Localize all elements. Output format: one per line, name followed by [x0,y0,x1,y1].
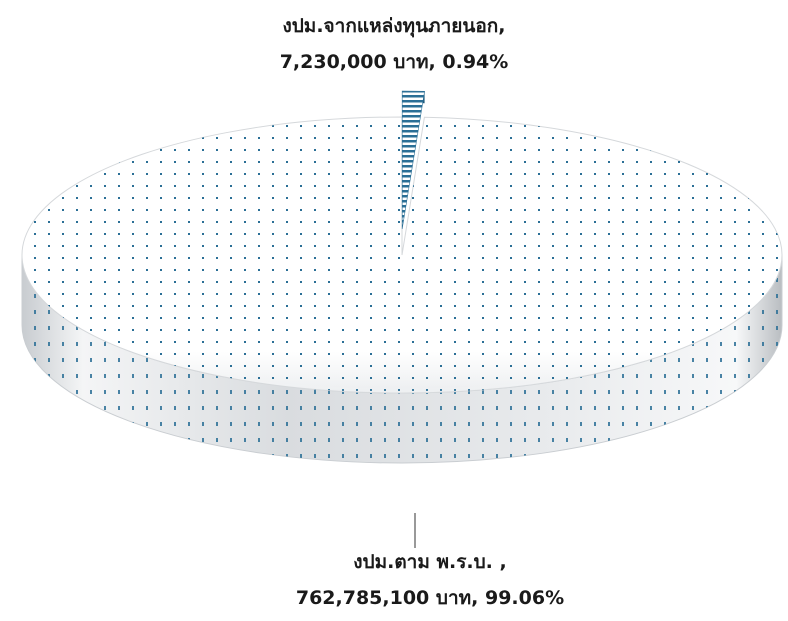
data-label-external: งปม.จากแหล่งทุนภายนอก, 7,230,000 บาท, 0.… [184,8,604,80]
pie-group [21,90,783,548]
pie-slice-external-pattern [402,91,425,230]
data-label-main-name: งปม.ตาม พ.ร.บ. , [353,551,507,573]
data-label-external-value: 7,230,000 บาท, 0.94% [279,51,509,73]
data-label-main: งปม.ตาม พ.ร.บ. , 762,785,100 บาท, 99.06% [220,544,640,616]
pie-rim-highlight [22,117,782,393]
data-label-main-value: 762,785,100 บาท, 99.06% [295,587,565,609]
data-label-external-name: งปม.จากแหล่งทุนภายนอก, [282,15,506,37]
pie-slice-side-main-pattern [22,255,782,463]
